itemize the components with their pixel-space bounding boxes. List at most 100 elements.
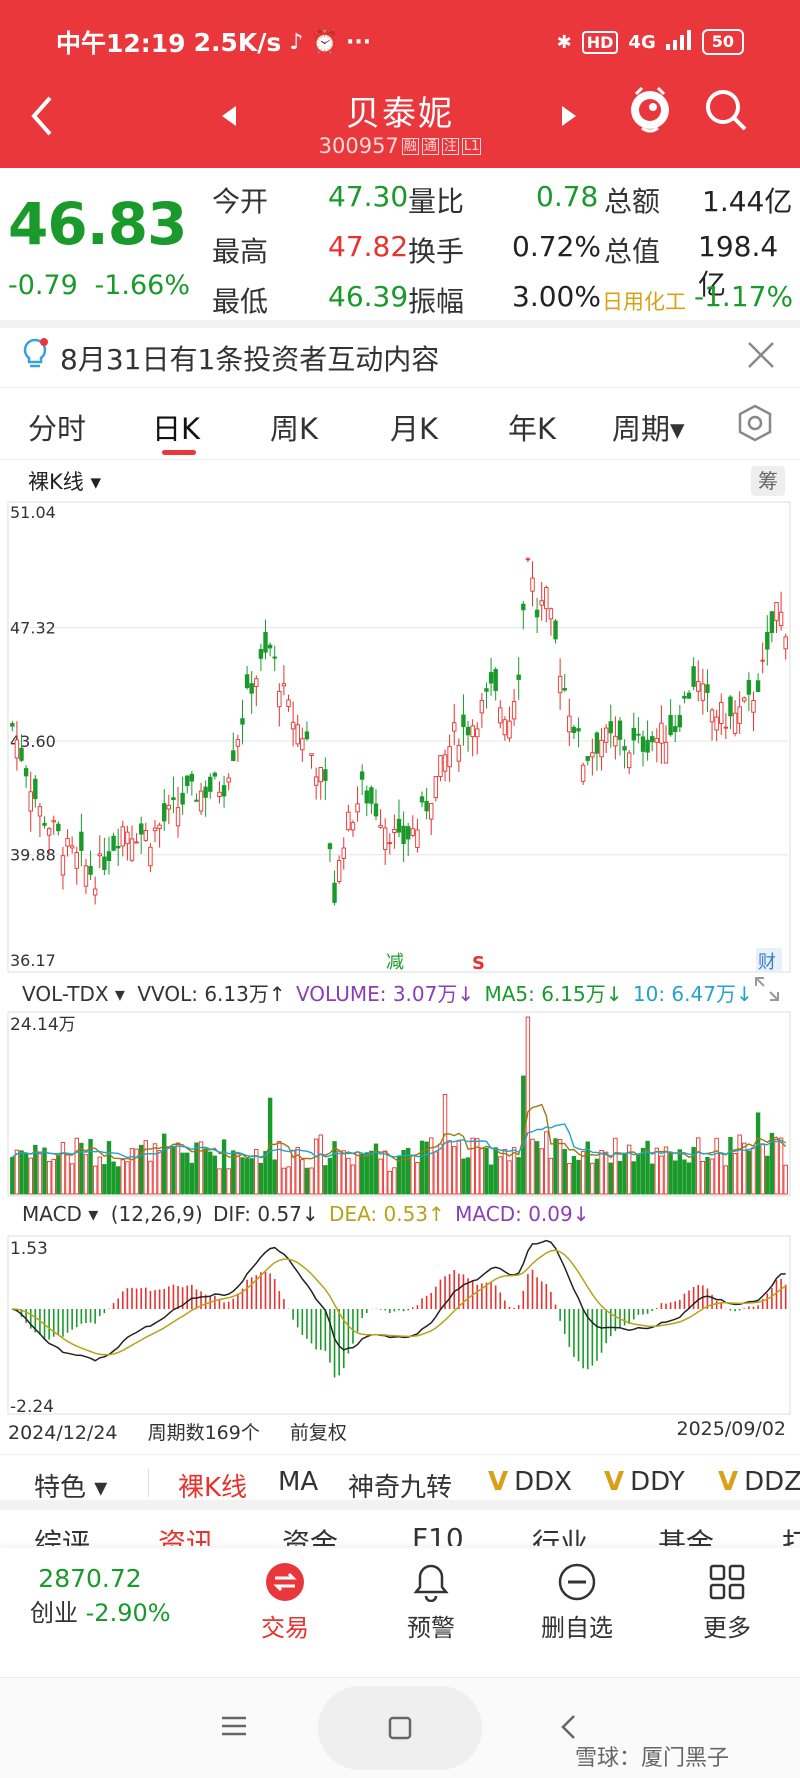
volume-bar	[649, 1163, 655, 1195]
tab-yearly-k[interactable]: 年K	[508, 412, 557, 446]
dif-value: DIF: 0.57↓	[213, 1202, 319, 1226]
candle-body	[719, 701, 724, 724]
indicator-ddz[interactable]: V DDZ	[718, 1467, 800, 1497]
volume-bar	[281, 1167, 287, 1195]
nav-trade[interactable]: 交易	[230, 1562, 340, 1643]
marker-sell[interactable]: S	[472, 953, 485, 974]
investor-notice-bar[interactable]: 8月31日有1条投资者互动内容	[0, 328, 800, 388]
nav-alert[interactable]: 预警	[376, 1562, 486, 1643]
quote-value-turnover-amount: 1.44亿	[702, 185, 793, 218]
next-stock-icon[interactable]	[562, 106, 576, 130]
tab-period-dropdown[interactable]: 周期▾	[612, 412, 685, 446]
volume-bar	[19, 1150, 24, 1195]
candle-body	[654, 737, 659, 743]
quote-value-low: 46.39	[328, 280, 409, 313]
volume-bar	[686, 1162, 692, 1195]
candle-body	[645, 739, 650, 753]
expand-icon[interactable]	[754, 976, 780, 1006]
candle-body	[539, 600, 544, 606]
macd-indicator-name[interactable]: MACD ▾	[22, 1202, 99, 1226]
news-tab-news[interactable]: 资讯	[158, 1527, 215, 1546]
indicator-ma[interactable]: MA	[278, 1467, 319, 1497]
indicator-plain-k[interactable]: 裸K线	[178, 1473, 248, 1503]
candle-body	[502, 719, 508, 736]
dea-line	[12, 1249, 787, 1356]
nav-trade-label: 交易	[261, 1614, 309, 1642]
bottom-nav: 2870.72 创业 -2.90% 交易 预警 删自选 更多	[0, 1548, 800, 1678]
candle-body	[525, 558, 531, 561]
volume-bar	[479, 1148, 485, 1195]
back-icon[interactable]	[560, 1714, 576, 1744]
prev-stock-icon[interactable]	[222, 106, 236, 130]
snowball-mascot-icon[interactable]	[626, 82, 674, 138]
special-indicator-dropdown[interactable]: 特色 ▾	[34, 1473, 108, 1503]
change-pct: -1.66%	[94, 270, 190, 301]
tab-daily-k[interactable]: 日K	[152, 412, 201, 446]
search-icon[interactable]	[704, 88, 748, 136]
volume-bar	[765, 1155, 770, 1195]
candle-body	[732, 712, 738, 734]
grid-icon	[672, 1562, 782, 1608]
candle-body	[355, 803, 360, 813]
news-tab-fund[interactable]: 基金	[658, 1527, 715, 1546]
news-tab-funds[interactable]: 资金	[282, 1527, 339, 1546]
indicator-magic-nine[interactable]: 神奇九转	[348, 1473, 453, 1503]
candle-body	[97, 853, 102, 857]
news-tab-industry[interactable]: 行业	[532, 1527, 589, 1546]
adjust-mode[interactable]: 前复权	[289, 1422, 347, 1444]
indicator-ddx[interactable]: V DDX	[488, 1467, 572, 1497]
volume-bar	[640, 1147, 646, 1195]
candle-body	[217, 791, 222, 797]
industry-link[interactable]: 日用化工	[602, 290, 686, 314]
tag-level1: L1	[461, 137, 482, 155]
news-tab-f10[interactable]: F10	[412, 1522, 464, 1546]
candle-body	[249, 683, 254, 694]
candle-body	[148, 846, 153, 867]
volume-bar	[571, 1156, 577, 1195]
title-block: 贝泰妮 300957 融 通 注 L1	[0, 84, 800, 168]
marker-reduce[interactable]: 减	[386, 952, 404, 973]
indicator-ddy[interactable]: V DDY	[604, 1467, 685, 1497]
candle-body	[152, 827, 158, 832]
volume-bar	[97, 1156, 102, 1195]
volume-bar	[696, 1137, 701, 1195]
macd-panel-frame	[7, 1235, 791, 1415]
index-widget[interactable]: 2870.72 创业 -2.90%	[30, 1564, 171, 1628]
chart-footer: 2024/12/24 周期数169个 前复权 2025/09/02	[8, 1418, 788, 1445]
settings-hexagon-icon[interactable]	[736, 404, 774, 446]
nav-more[interactable]: 更多	[672, 1562, 782, 1643]
candle-body	[364, 790, 369, 804]
candle-body	[534, 609, 540, 618]
chip-distribution-button[interactable]: 筹	[751, 466, 785, 496]
volume-bar	[254, 1149, 259, 1195]
candle-body	[429, 802, 434, 820]
dif-line	[12, 1239, 786, 1362]
tab-weekly-k[interactable]: 周K	[270, 412, 319, 446]
quote-panel: 46.83 -0.79 -1.66% 今开 47.30 量比 0.78 总额 1…	[0, 168, 800, 328]
volume-bar	[69, 1163, 75, 1195]
nav-remove-watchlist[interactable]: 删自选	[522, 1562, 632, 1643]
last-price: 46.83	[8, 190, 187, 258]
home-square-icon[interactable]	[388, 1716, 412, 1744]
tab-intraday[interactable]: 分时	[28, 412, 87, 446]
volume-bar	[249, 1158, 254, 1195]
tab-monthly-k[interactable]: 月K	[390, 412, 439, 446]
candle-body	[88, 865, 93, 875]
news-tab-more[interactable]: 打	[782, 1527, 800, 1546]
kline-type-selector[interactable]: 裸K线 ▾	[28, 470, 101, 494]
close-icon[interactable]	[746, 338, 776, 379]
candle-body	[608, 721, 613, 734]
divider	[148, 1469, 149, 1497]
back-arrow-icon[interactable]	[28, 94, 56, 142]
news-tab-review[interactable]: 综评	[34, 1527, 91, 1546]
volume-indicator-name[interactable]: VOL-TDX ▾	[22, 982, 125, 1006]
candle-body	[442, 754, 448, 772]
candle-body	[521, 603, 526, 611]
volume-indicator-header: VOL-TDX ▾ VVOL: 6.13万↑ VOLUME: 3.07万↓ MA…	[22, 978, 753, 1007]
candle-body	[267, 644, 273, 649]
battery-icon: 50	[701, 29, 744, 55]
menu-icon[interactable]	[222, 1714, 246, 1742]
volume-bar	[548, 1157, 554, 1195]
marker-finance[interactable]: 财	[758, 952, 776, 973]
